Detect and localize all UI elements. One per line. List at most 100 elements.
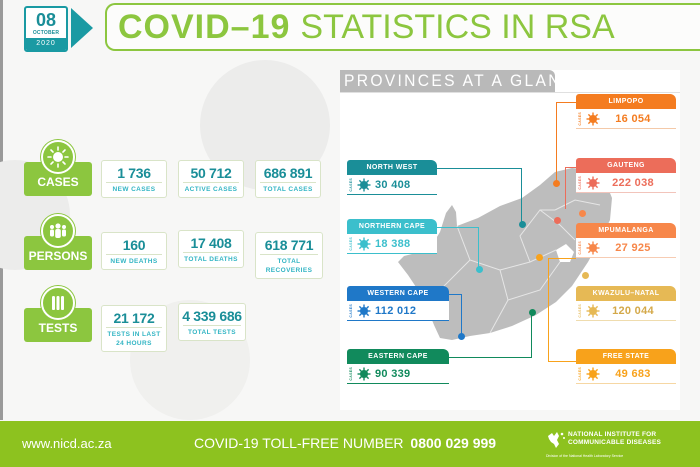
footer-bar: www.nicd.ac.za COVID-19 TOLL-FREE NUMBER… [0, 421, 700, 467]
stat-value: 686 891 [263, 165, 313, 181]
map-marker-free-state [536, 254, 543, 261]
province-card-eastern-cape: EASTERN CAPE CASES 90 339 [347, 349, 449, 384]
virus-icon [357, 178, 371, 192]
stat-label: ACTIVE CASES [184, 186, 238, 193]
test-tubes-icon [41, 286, 75, 320]
stat-total-cases: 686 891 TOTAL CASES [255, 160, 321, 198]
date-day: 08 [35, 10, 57, 30]
website-link[interactable]: www.nicd.ac.za [22, 436, 112, 451]
province-card-northern-cape: NORTHERN CAPE CASES 18 388 [347, 219, 437, 254]
connector-line [449, 294, 462, 336]
province-card-free-state: FREE STATE CASES 49 683 [576, 349, 676, 384]
province-cases: 18 388 [375, 238, 411, 250]
category-label: TESTS [38, 321, 78, 335]
province-name: NORTH WEST [347, 160, 437, 175]
virus-icon [357, 367, 371, 381]
province-card-mpumalanga: MPUMALANGA CASES 27 925 [576, 223, 676, 258]
province-card-limpopo: LIMPOPO CASES 16 054 [576, 94, 676, 129]
nicd-name: NATIONAL INSTITUTE FOR COMMUNICABLE DISE… [568, 431, 661, 447]
stat-value: 21 172 [113, 310, 155, 326]
map-marker-mpumalanga [579, 210, 586, 217]
virus-icon [586, 304, 600, 318]
stat-total-deaths: 17 408 TOTAL DEATHS [178, 230, 244, 268]
stat-new-cases: 1 736 NEW CASES [101, 160, 167, 198]
virus-icon [586, 241, 600, 255]
province-cases: 27 925 [615, 242, 651, 254]
connector-line [437, 227, 479, 269]
cases-label: CASES [349, 178, 353, 192]
province-cases: 30 408 [375, 179, 411, 191]
stat-active-cases: 50 712 ACTIVE CASES [178, 160, 244, 198]
stat-label: TOTAL DEATHS [184, 256, 238, 263]
nicd-name-line1: NATIONAL INSTITUTE FOR [568, 431, 657, 438]
stat-label: TOTAL CASES [263, 186, 313, 193]
virus-icon [357, 237, 371, 251]
toll-free-number: COVID-19 TOLL-FREE NUMBER 0800 029 999 [194, 435, 496, 451]
divider [340, 92, 680, 93]
provinces-header [340, 70, 555, 92]
arrow-right-icon [71, 8, 93, 48]
virus-icon [41, 140, 75, 174]
connector-line [548, 258, 576, 362]
connector-line [437, 168, 522, 226]
stat-total-tests: 4 339 686 TOTAL TESTS [178, 303, 246, 341]
connector-line [565, 167, 577, 209]
virus-icon [586, 112, 600, 126]
map-marker-kwazulu-natal [582, 272, 589, 279]
cases-label: CASES [349, 304, 353, 318]
cases-label: CASES [349, 237, 353, 251]
map-marker-western-cape [458, 333, 465, 340]
map-marker-northern-cape [476, 266, 483, 273]
stat-label: TOTAL TESTS [187, 329, 237, 336]
province-cases: 49 683 [615, 368, 651, 380]
nicd-name-line2: COMMUNICABLE DISEASES [568, 439, 662, 446]
province-cases: 222 038 [612, 177, 654, 189]
virus-icon [586, 176, 600, 190]
toll-free-label: COVID-19 TOLL-FREE NUMBER [194, 435, 404, 451]
virus-icon [357, 304, 371, 318]
province-name: MPUMALANGA [576, 223, 676, 238]
province-name: GAUTENG [576, 158, 676, 173]
province-name: KWAZULU–NATAL [576, 286, 676, 301]
provinces-title: PROVINCES AT A GLANCE [344, 71, 589, 90]
date-year: 2020 [26, 38, 66, 50]
stat-new-deaths: 160 NEW DEATHS [101, 232, 167, 270]
province-cases: 120 044 [612, 305, 654, 317]
title-statistics: STATISTICS IN RSA [300, 8, 615, 46]
category-tests: TESTS [24, 308, 92, 342]
connector-line [437, 312, 532, 358]
people-icon [41, 214, 75, 248]
virus-icon [586, 367, 600, 381]
stat-value: 17 408 [190, 235, 232, 251]
cases-label: CASES [349, 367, 353, 381]
toll-free-phone: 0800 029 999 [410, 435, 497, 451]
map-marker-limpopo [553, 180, 560, 187]
stat-tests-24h: 21 172 TESTS IN LAST 24 HOURS [101, 305, 167, 352]
province-card-gauteng: GAUTENG CASES 222 038 [576, 158, 676, 193]
stat-value: 1 736 [117, 165, 151, 181]
nicd-logo-icon [548, 432, 565, 448]
title-covid: COVID–19 [118, 8, 291, 46]
date-badge: 08 OCTOBER 2020 [24, 6, 68, 52]
stat-total-recoveries: 618 771 TOTAL RECOVERIES [255, 232, 323, 279]
connector-line [556, 102, 576, 182]
page-title: COVID–19 STATISTICS IN RSA [118, 8, 615, 46]
title-frame [105, 3, 700, 51]
province-card-north-west: NORTH WEST CASES 30 408 [347, 160, 437, 195]
map-marker-eastern-cape [529, 309, 536, 316]
province-card-kwazulu-natal: KWAZULU–NATAL CASES 120 044 [576, 286, 676, 321]
map-marker-north-west [519, 221, 526, 228]
province-name: WESTERN CAPE [347, 286, 449, 301]
province-name: LIMPOPO [576, 94, 676, 109]
province-cases: 112 012 [375, 305, 417, 317]
province-name: FREE STATE [576, 349, 676, 364]
province-cases: 16 054 [615, 113, 651, 125]
stat-value: 160 [122, 237, 146, 253]
province-cases: 90 339 [375, 368, 411, 380]
stat-value: 50 712 [190, 165, 232, 181]
date-month: OCTOBER [32, 30, 60, 36]
stat-label: NEW DEATHS [110, 258, 158, 265]
province-name: NORTHERN CAPE [347, 219, 437, 234]
stat-label: TOTAL RECOVERIES [265, 258, 313, 274]
stat-value: 618 771 [264, 237, 314, 253]
